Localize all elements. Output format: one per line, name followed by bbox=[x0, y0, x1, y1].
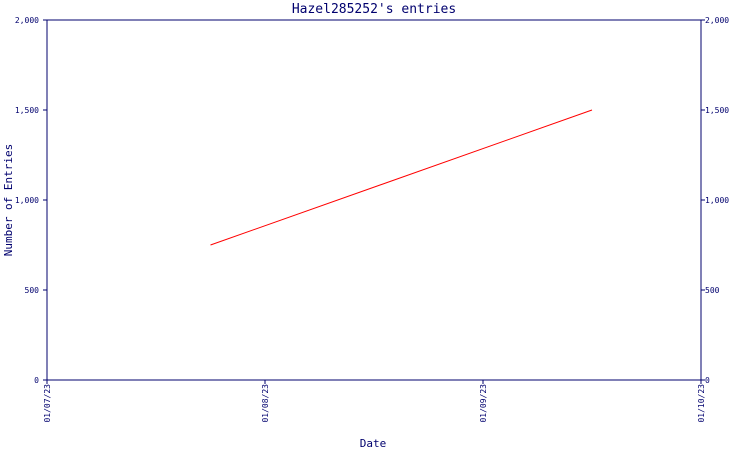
y-tick-label-left: 1,500 bbox=[15, 106, 39, 115]
y-tick-label-right: 1,500 bbox=[705, 106, 729, 115]
chart-title: Hazel285252's entries bbox=[292, 2, 456, 17]
y-tick-label-right: 0 bbox=[705, 376, 710, 385]
x-tick-label: 01/09/23 bbox=[479, 384, 488, 423]
y-tick-label-right: 500 bbox=[705, 286, 720, 295]
series-layer bbox=[210, 109, 593, 246]
plot-area-frame bbox=[46, 19, 702, 381]
x-tick-label: 01/07/23 bbox=[43, 384, 52, 423]
y-axis-right: 0 500 1,000 1,500 2,000 bbox=[701, 16, 729, 385]
y-axis-title: Number of Entries bbox=[2, 144, 15, 257]
x-tick-label: 01/08/23 bbox=[261, 384, 270, 423]
y-tick-label-left: 0 bbox=[34, 376, 39, 385]
y-axis-left: 0 500 1,000 1,500 2,000 bbox=[15, 16, 47, 385]
y-tick-label-right: 1,000 bbox=[705, 196, 729, 205]
y-tick-label-left: 1,000 bbox=[15, 196, 39, 205]
y-tick-label-left: 500 bbox=[25, 286, 40, 295]
series-line bbox=[210, 109, 593, 246]
y-tick-label-right: 2,000 bbox=[705, 16, 729, 25]
x-tick-label: 01/10/23 bbox=[697, 384, 706, 423]
x-axis-title: Date bbox=[360, 437, 387, 450]
x-axis: 01/07/23 01/08/23 01/09/23 01/10/23 bbox=[43, 380, 706, 423]
y-tick-label-left: 2,000 bbox=[15, 16, 39, 25]
